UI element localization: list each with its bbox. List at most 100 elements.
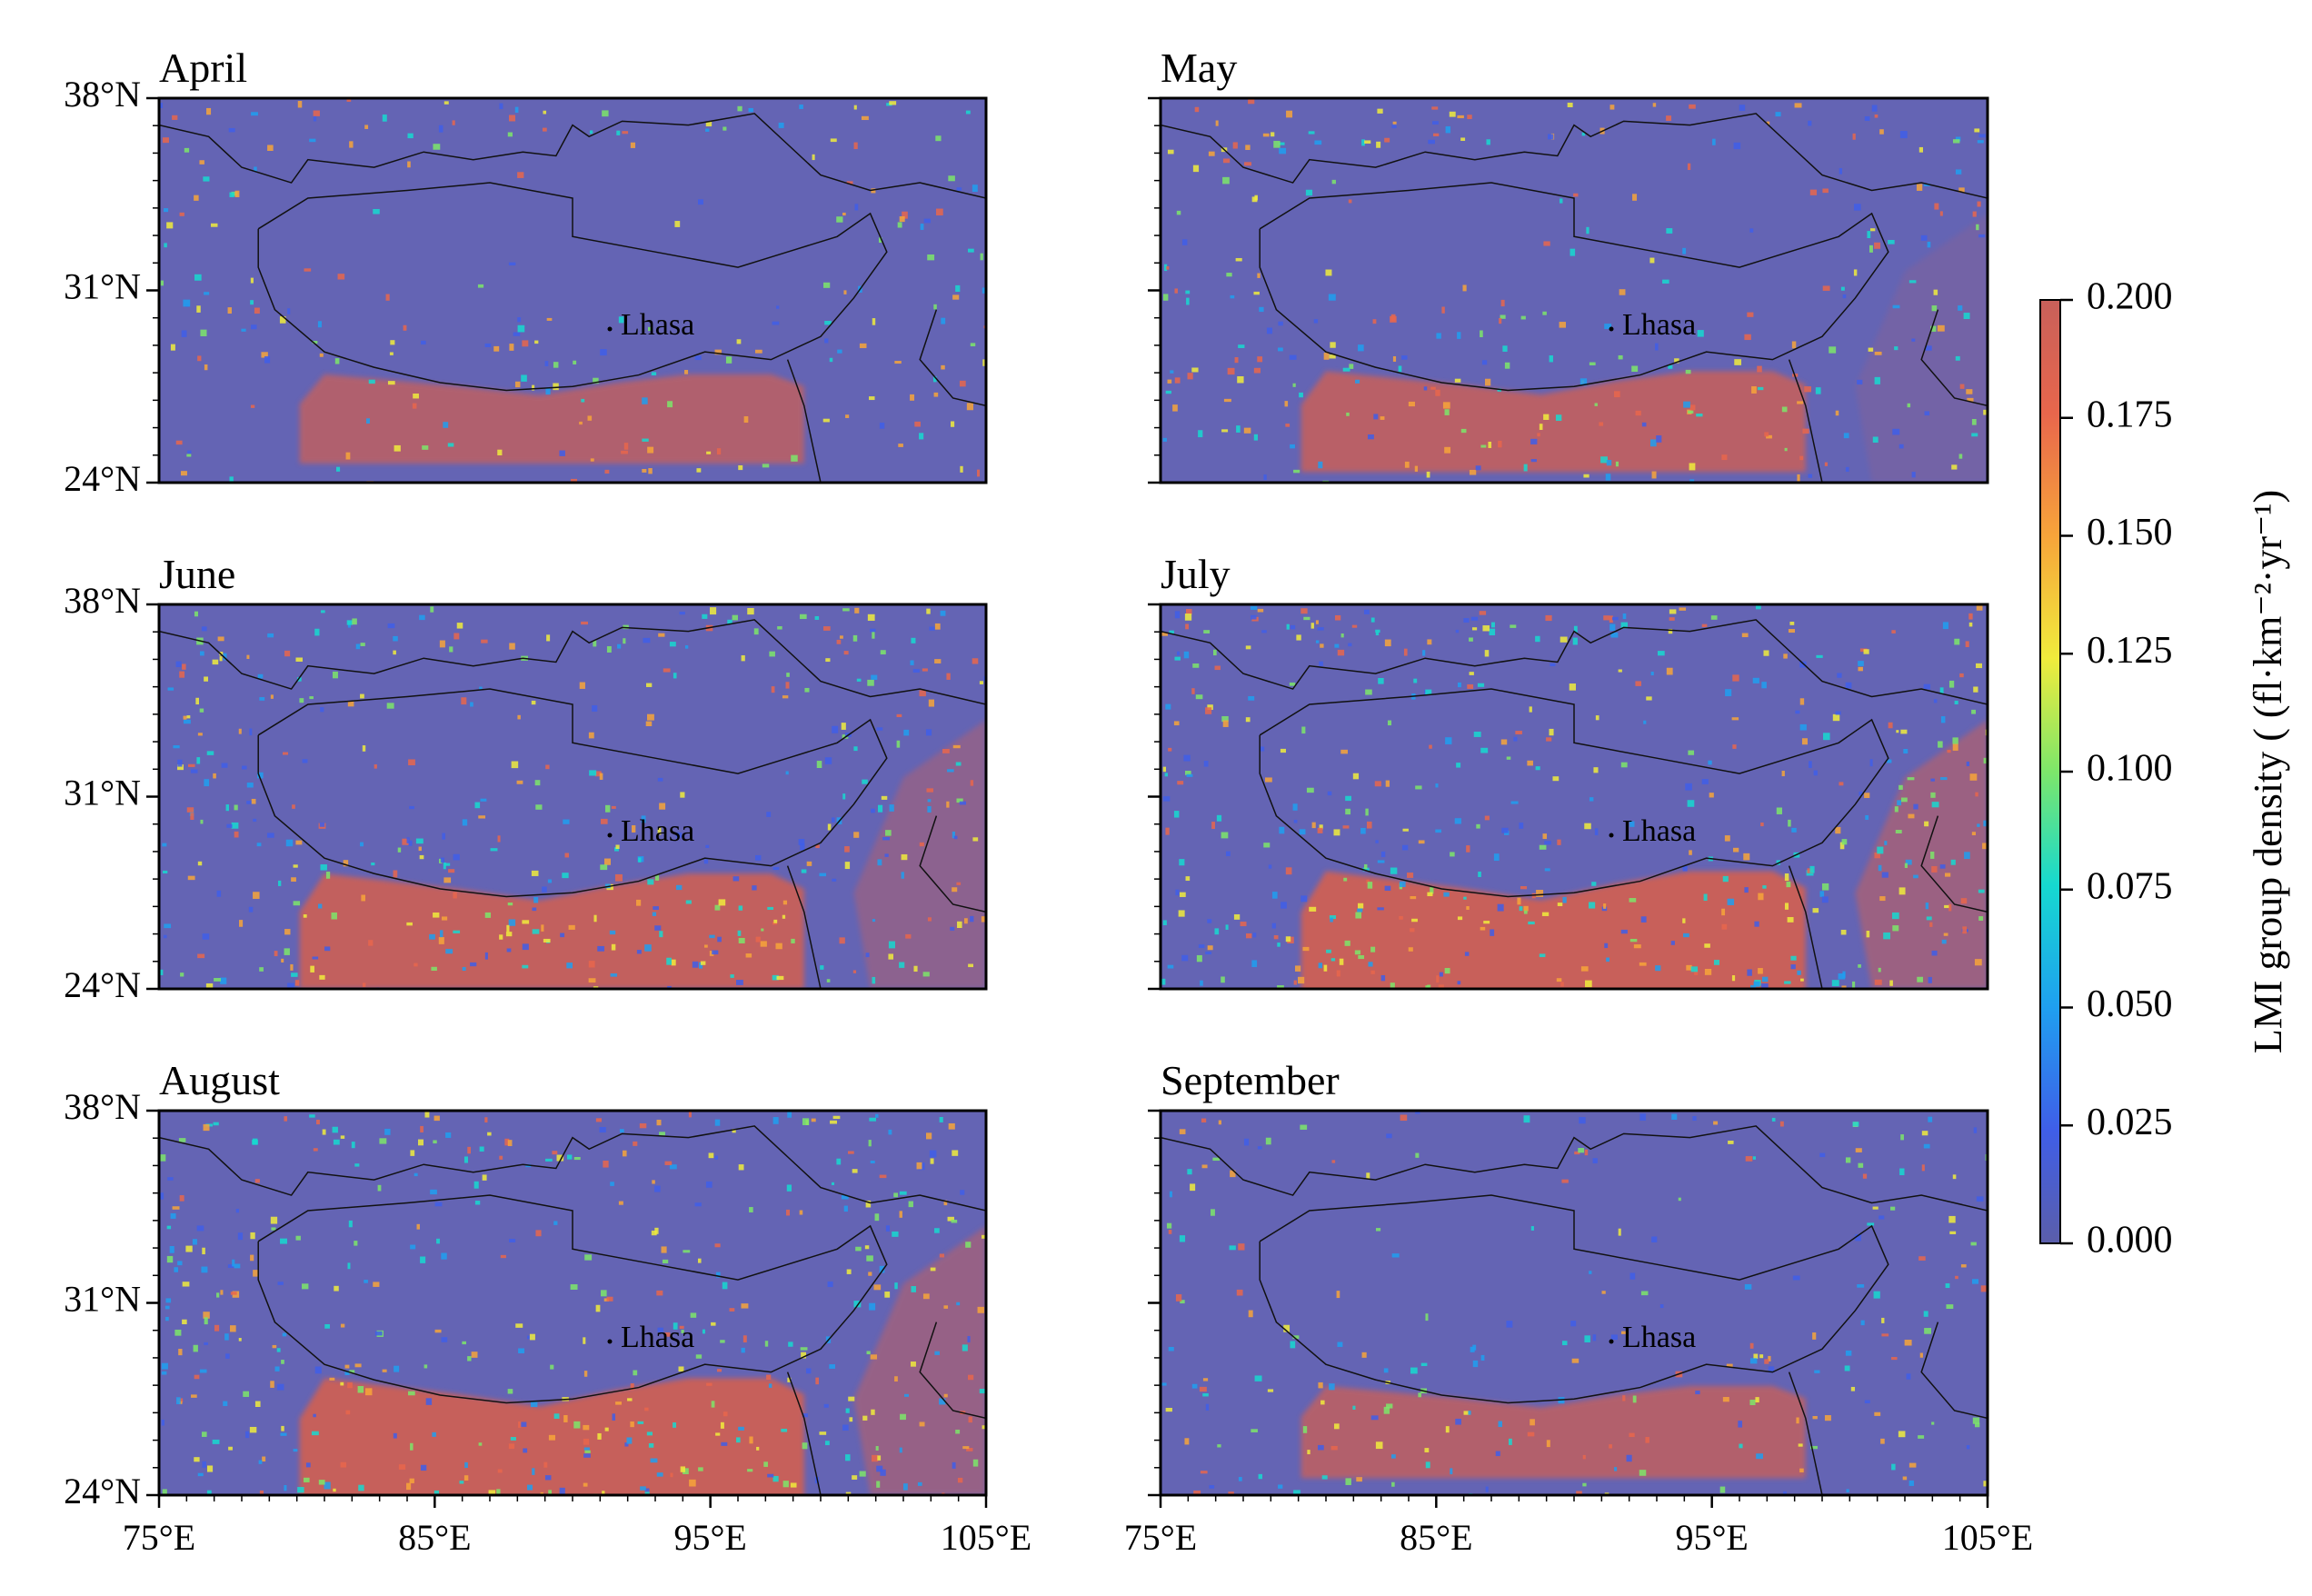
lightning-pixel — [1837, 673, 1842, 678]
lightning-pixel — [1971, 832, 1976, 835]
lightning-pixel — [1436, 975, 1440, 983]
lightning-pixel — [827, 1281, 833, 1288]
lightning-pixel — [232, 1259, 235, 1267]
lightning-pixel — [657, 1327, 663, 1332]
lightning-pixel — [1488, 442, 1492, 448]
lightning-pixel — [1375, 840, 1379, 843]
lightning-pixel — [930, 1267, 936, 1272]
lightning-pixel — [676, 884, 683, 891]
lightning-pixel — [277, 1282, 284, 1285]
lightning-pixel — [1245, 145, 1251, 150]
lightning-pixel — [1709, 793, 1714, 798]
lightning-pixel — [820, 965, 824, 970]
lightning-pixel — [600, 349, 607, 356]
lightning-pixel — [1225, 924, 1229, 930]
lightning-pixel — [601, 1290, 607, 1297]
lightning-pixel — [1422, 650, 1426, 656]
lightning-pixel — [1390, 1454, 1396, 1459]
lightning-pixel — [842, 1424, 849, 1431]
lightning-pixel — [1329, 915, 1337, 920]
lightning-pixel — [717, 936, 722, 943]
lightning-pixel — [977, 1306, 984, 1313]
lightning-pixel — [425, 1398, 433, 1405]
lightning-pixel — [419, 854, 424, 860]
lightning-pixel — [1340, 749, 1348, 754]
lightning-pixel — [1929, 922, 1933, 927]
lightning-pixel — [982, 1425, 986, 1430]
lightning-pixel — [1906, 1373, 1911, 1380]
lightning-pixel — [1528, 921, 1535, 925]
high-density-region — [1855, 719, 1988, 989]
lightning-pixel — [1791, 827, 1797, 833]
lightning-pixel — [1978, 234, 1986, 238]
lightning-pixel — [562, 873, 569, 879]
lightning-pixel — [1342, 825, 1350, 829]
lightning-pixel — [1582, 1482, 1587, 1487]
lightning-pixel — [407, 1391, 415, 1396]
lightning-pixel — [1469, 469, 1477, 475]
lhasa-marker — [1609, 326, 1614, 332]
lightning-pixel — [1857, 1284, 1865, 1288]
lightning-pixel — [768, 1383, 772, 1388]
lightning-pixel — [550, 1364, 554, 1370]
lightning-pixel — [1302, 946, 1310, 952]
lightning-pixel — [962, 1344, 968, 1352]
lightning-pixel — [1980, 1285, 1988, 1292]
lightning-pixel — [599, 1127, 606, 1133]
lightning-pixel — [1923, 1143, 1930, 1149]
lightning-pixel — [1493, 853, 1500, 862]
lightning-pixel — [1593, 767, 1599, 773]
lightning-pixel — [1570, 1321, 1577, 1327]
lightning-pixel — [1348, 199, 1352, 204]
lightning-pixel — [1908, 1480, 1914, 1486]
lightning-pixel — [609, 930, 616, 935]
lightning-pixel — [862, 779, 868, 784]
lightning-pixel — [606, 645, 612, 653]
lightning-pixel — [920, 224, 924, 230]
lightning-pixel — [898, 444, 903, 447]
lightning-pixel — [1581, 132, 1586, 136]
lightning-pixel — [1671, 1113, 1678, 1120]
lightning-pixel — [1579, 1117, 1586, 1124]
lightning-pixel — [1185, 608, 1192, 614]
lightning-pixel — [1610, 632, 1619, 638]
lightning-pixel — [1548, 134, 1554, 140]
lightning-pixel — [1277, 943, 1281, 947]
lightning-pixel — [1207, 945, 1213, 951]
lightning-pixel — [179, 1195, 184, 1202]
lightning-pixel — [1191, 1383, 1198, 1389]
lightning-pixel — [1858, 661, 1864, 666]
lightning-pixel — [514, 106, 519, 113]
lhasa-marker — [607, 833, 613, 838]
lightning-pixel — [1545, 614, 1552, 622]
lightning-pixel — [782, 1481, 789, 1488]
lightning-pixel — [852, 1475, 858, 1480]
lhasa-label: Lhasa — [621, 308, 694, 342]
lightning-pixel — [885, 1225, 890, 1232]
lightning-pixel — [1497, 903, 1504, 912]
lightning-pixel — [965, 1242, 972, 1248]
lightning-pixel — [563, 1415, 568, 1422]
lightning-pixel — [587, 415, 593, 421]
lightning-pixel — [1812, 908, 1819, 913]
lightning-pixel — [284, 650, 291, 657]
boundary-line — [257, 182, 888, 392]
lightning-pixel — [1390, 315, 1397, 323]
lightning-pixel — [1387, 720, 1392, 726]
lightning-pixel — [1666, 115, 1672, 121]
lightning-pixel — [1620, 622, 1629, 629]
lightning-pixel — [1878, 1215, 1885, 1220]
lightning-pixel — [1764, 432, 1769, 437]
lightning-pixel — [1879, 129, 1884, 135]
lightning-pixel — [507, 1389, 513, 1394]
lightning-pixel — [1530, 1419, 1535, 1426]
lightning-pixel — [251, 798, 256, 804]
lightning-pixel — [942, 748, 950, 753]
lightning-pixel — [880, 650, 886, 655]
lightning-pixel — [873, 1284, 882, 1291]
lightning-pixel — [766, 1374, 772, 1380]
lat-tick-label: 24°N — [64, 1471, 141, 1511]
lightning-pixel — [1951, 464, 1958, 470]
lightning-pixel — [166, 1225, 172, 1230]
lightning-pixel — [1415, 1152, 1420, 1158]
